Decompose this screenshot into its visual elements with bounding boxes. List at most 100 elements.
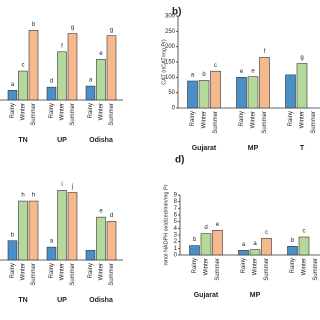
category-label: TN [18, 297, 27, 304]
season-label: Winter [99, 103, 105, 120]
significance-letter: e [240, 69, 244, 75]
category-label: UP [57, 297, 67, 304]
season-label: Summer [262, 111, 268, 134]
significance-letter: b [291, 238, 295, 244]
significance-letter: c [303, 229, 306, 235]
category-label: TN [18, 137, 27, 144]
bar [187, 80, 198, 109]
season-label: Rainy [88, 263, 94, 278]
significance-letter: g [110, 27, 113, 33]
season-label: Winter [302, 258, 308, 275]
y-tick-label: 4 [174, 226, 178, 232]
bar [46, 86, 57, 101]
y-tick-label: 6 [174, 213, 178, 219]
y-tick-label: 0 [174, 253, 178, 259]
season-label: Rainy [49, 263, 55, 278]
season-label: Winter [202, 111, 208, 128]
y-tick-label: 7 [174, 206, 178, 212]
significance-letter: a [253, 241, 257, 247]
bar [212, 230, 223, 256]
significance-letter: d [204, 225, 207, 231]
bar [200, 233, 212, 256]
y-axis-label: nmol NADPH oxidized/min/mg Pr [163, 184, 169, 265]
bar [261, 238, 272, 256]
bar [7, 90, 18, 101]
bar [7, 240, 18, 261]
bar [238, 250, 249, 256]
bar [18, 200, 28, 261]
season-label: Summer [31, 263, 37, 286]
season-label: Rainy [88, 103, 94, 118]
season-label: Winter [204, 258, 210, 275]
significance-letter: g [71, 25, 74, 31]
bar [298, 236, 310, 256]
bar [28, 200, 39, 261]
significance-letter: a [50, 239, 54, 245]
panel-title: d) [175, 155, 184, 166]
season-label: Summer [215, 258, 221, 281]
season-label: Rainy [49, 103, 55, 118]
bar [296, 63, 308, 109]
y-tick-label: 100 [165, 75, 176, 81]
season-label: Winter [99, 263, 105, 280]
category-label: MP [250, 292, 261, 299]
y-tick-label: 8 [174, 199, 178, 205]
y-tick-label: 0 [172, 106, 176, 112]
y-axis-label: CAT (nCAT/mg Pr) [161, 39, 167, 85]
y-tick-label: 1 [174, 246, 178, 252]
season-label: Rainy [241, 258, 247, 273]
bar [96, 216, 106, 261]
significance-letter: h [32, 193, 35, 199]
significance-letter: h [21, 193, 24, 199]
bar [18, 70, 28, 101]
season-label: Rainy [192, 258, 198, 273]
significance-letter: f [61, 43, 63, 49]
season-label: Winter [21, 263, 27, 280]
bar [46, 246, 57, 261]
bar [236, 77, 247, 109]
significance-letter: c [265, 230, 268, 236]
bar [28, 30, 39, 101]
season-label: Winter [60, 103, 66, 120]
significance-letter: e [251, 68, 255, 74]
significance-letter: j [71, 184, 73, 190]
y-tick-label: 3 [174, 233, 178, 239]
season-label: Winter [251, 111, 257, 128]
significance-letter: b [32, 22, 36, 28]
category-label: MP [248, 145, 259, 152]
season-label: Summer [70, 263, 76, 286]
category-label: Gujarat [194, 292, 219, 299]
season-label: Winter [253, 258, 259, 275]
bar [287, 246, 298, 256]
bar [249, 249, 261, 256]
significance-letter: d [50, 79, 53, 85]
significance-letter: c [22, 63, 25, 69]
significance-letter: d [110, 213, 113, 219]
bar [85, 85, 96, 101]
bar [247, 76, 259, 109]
season-label: Winter [21, 103, 27, 120]
season-label: Rainy [239, 111, 245, 126]
bar [210, 70, 221, 109]
significance-letter: c [214, 63, 217, 69]
bar [85, 250, 96, 261]
bar [259, 57, 270, 109]
panel-title: b) [172, 7, 181, 18]
y-tick-label: 250 [165, 29, 176, 35]
significance-letter: b [202, 72, 206, 78]
season-label: Winter [300, 111, 306, 128]
significance-letter: a [89, 78, 93, 84]
season-label: Rainy [190, 111, 196, 126]
category-label: Odisha [89, 297, 113, 304]
season-label: Summer [213, 111, 219, 134]
y-tick-label: 5 [174, 219, 178, 225]
significance-letter: e [99, 51, 103, 57]
y-tick-label: 50 [168, 90, 175, 96]
bar [67, 33, 78, 101]
season-label: Summer [264, 258, 270, 281]
season-label: Summer [109, 263, 115, 286]
significance-letter: e [99, 209, 103, 215]
bar [106, 221, 117, 261]
